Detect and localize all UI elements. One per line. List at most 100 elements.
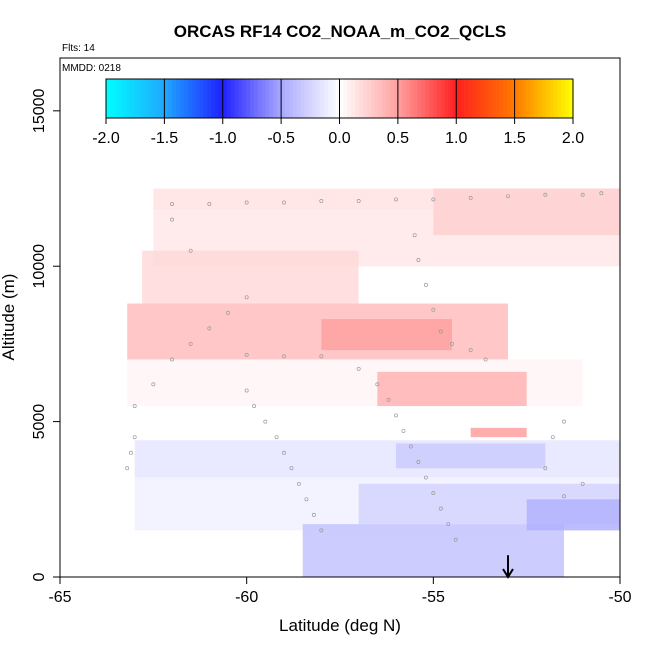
colorbar-segment [537, 79, 543, 118]
arrow-marker [502, 555, 514, 579]
colorbar-segment [113, 79, 119, 118]
colorbar-segment [374, 79, 379, 118]
track-point [431, 197, 436, 202]
colorbar-segment [335, 79, 340, 118]
arrow-head [502, 568, 514, 579]
colorbar-segment [133, 79, 138, 118]
colorbar-segment [187, 79, 193, 118]
colorbar-segment [296, 79, 301, 118]
track-point [125, 466, 130, 471]
track-point [450, 341, 454, 346]
colorbar-segment [160, 79, 165, 118]
colorbar-segment [479, 79, 484, 118]
heatmap-cell-small-pos-patch [470, 427, 527, 438]
track-point [207, 326, 212, 331]
track-point [296, 481, 301, 486]
chart-title: ORCAS RF14 CO2_NOAA_m_CO2_QCLS [174, 22, 507, 41]
track-point [188, 248, 193, 253]
colorbar-segment [218, 79, 224, 118]
track-point [319, 528, 324, 533]
colorbar: -2.0 -1.5 -1.0 -0.5 0.0 0.5 1.0 1.5 2.0 [92, 78, 584, 147]
track-point [356, 366, 361, 371]
colorbar-segment [129, 79, 134, 118]
colorbar-segment [452, 79, 457, 118]
colorbar-segment [541, 79, 547, 118]
track-point [401, 428, 406, 433]
track-point [170, 202, 174, 207]
colorbar-tick-label: 1.5 [504, 130, 526, 147]
y-tick-label: 0 [31, 572, 48, 581]
colorbar-segment [246, 79, 251, 118]
heatmap-field [127, 188, 620, 577]
heatmap-cell-right-pos-patch [377, 371, 527, 407]
track-point [423, 475, 428, 480]
colorbar-segment [249, 79, 255, 118]
track-point [580, 192, 585, 197]
colorbar-segment [456, 79, 461, 118]
colorbar-tick-label: -1.5 [151, 130, 179, 147]
colorbar-segment [499, 79, 504, 118]
colorbar-segment [137, 79, 142, 118]
track-point [438, 506, 443, 511]
axes: -65 -60 -55 -50 0 5000 10000 15000 [31, 88, 632, 606]
colorbar-segment [565, 79, 570, 118]
colorbar-segment [475, 79, 480, 118]
colorbar-segment [323, 79, 329, 118]
colorbar-segment [327, 79, 333, 118]
colorbar-segment [405, 79, 410, 118]
track-point [483, 357, 488, 362]
colorbar-segment [502, 79, 508, 118]
colorbar-segment [234, 79, 239, 118]
colorbar-segment [238, 79, 243, 118]
track-point [599, 191, 604, 196]
colorbar-segment [440, 79, 445, 118]
colorbar-segment [211, 79, 216, 118]
colorbar-segment [109, 79, 115, 118]
y-tick-label: 5000 [31, 404, 48, 440]
colorbar-segment [487, 79, 492, 118]
colorbar-segment [156, 79, 161, 118]
track-point [543, 466, 548, 471]
track-point [128, 450, 133, 455]
colorbar-segment [401, 79, 407, 118]
colorbar-segment [425, 79, 430, 118]
colorbar-segment [370, 79, 375, 118]
track-point [289, 466, 294, 471]
colorbar-tick-label: -0.5 [267, 130, 295, 147]
colorbar-segment [339, 79, 344, 118]
flight-track [125, 191, 604, 542]
colorbar-segment [331, 79, 337, 118]
heatmap-cell-bottom-neg-band [302, 524, 564, 577]
colorbar-segment [429, 79, 434, 118]
colorbar-segment [534, 79, 539, 118]
track-point [244, 200, 249, 205]
track-point [543, 192, 548, 197]
colorbar-segment [203, 79, 208, 118]
colorbar-segment [495, 79, 500, 118]
colorbar-segment [569, 79, 574, 118]
track-point [226, 310, 230, 315]
y-axis-label: Altitude (m) [0, 274, 18, 361]
colorbar-segment [179, 79, 185, 118]
colorbar-segment [351, 79, 356, 118]
colorbar-segment [199, 79, 204, 118]
track-point [263, 419, 268, 424]
colorbar-segment [421, 79, 426, 118]
colorbar-segment [382, 79, 387, 118]
colorbar-segment [117, 79, 122, 118]
colorbar-segment [269, 79, 274, 118]
track-point [170, 357, 174, 362]
colorbar-segment [358, 79, 364, 118]
x-tick-label: -50 [608, 589, 631, 606]
track-point [282, 200, 286, 205]
colorbar-segment [304, 79, 309, 118]
colorbar-tick-label: -2.0 [92, 130, 120, 147]
colorbar-segment [141, 79, 146, 118]
track-point [282, 354, 286, 359]
colorbar-segment [300, 79, 305, 118]
track-point [438, 329, 443, 334]
track-point [412, 233, 417, 238]
track-point [468, 195, 473, 200]
colorbar-tick-label: 0.5 [387, 130, 409, 147]
